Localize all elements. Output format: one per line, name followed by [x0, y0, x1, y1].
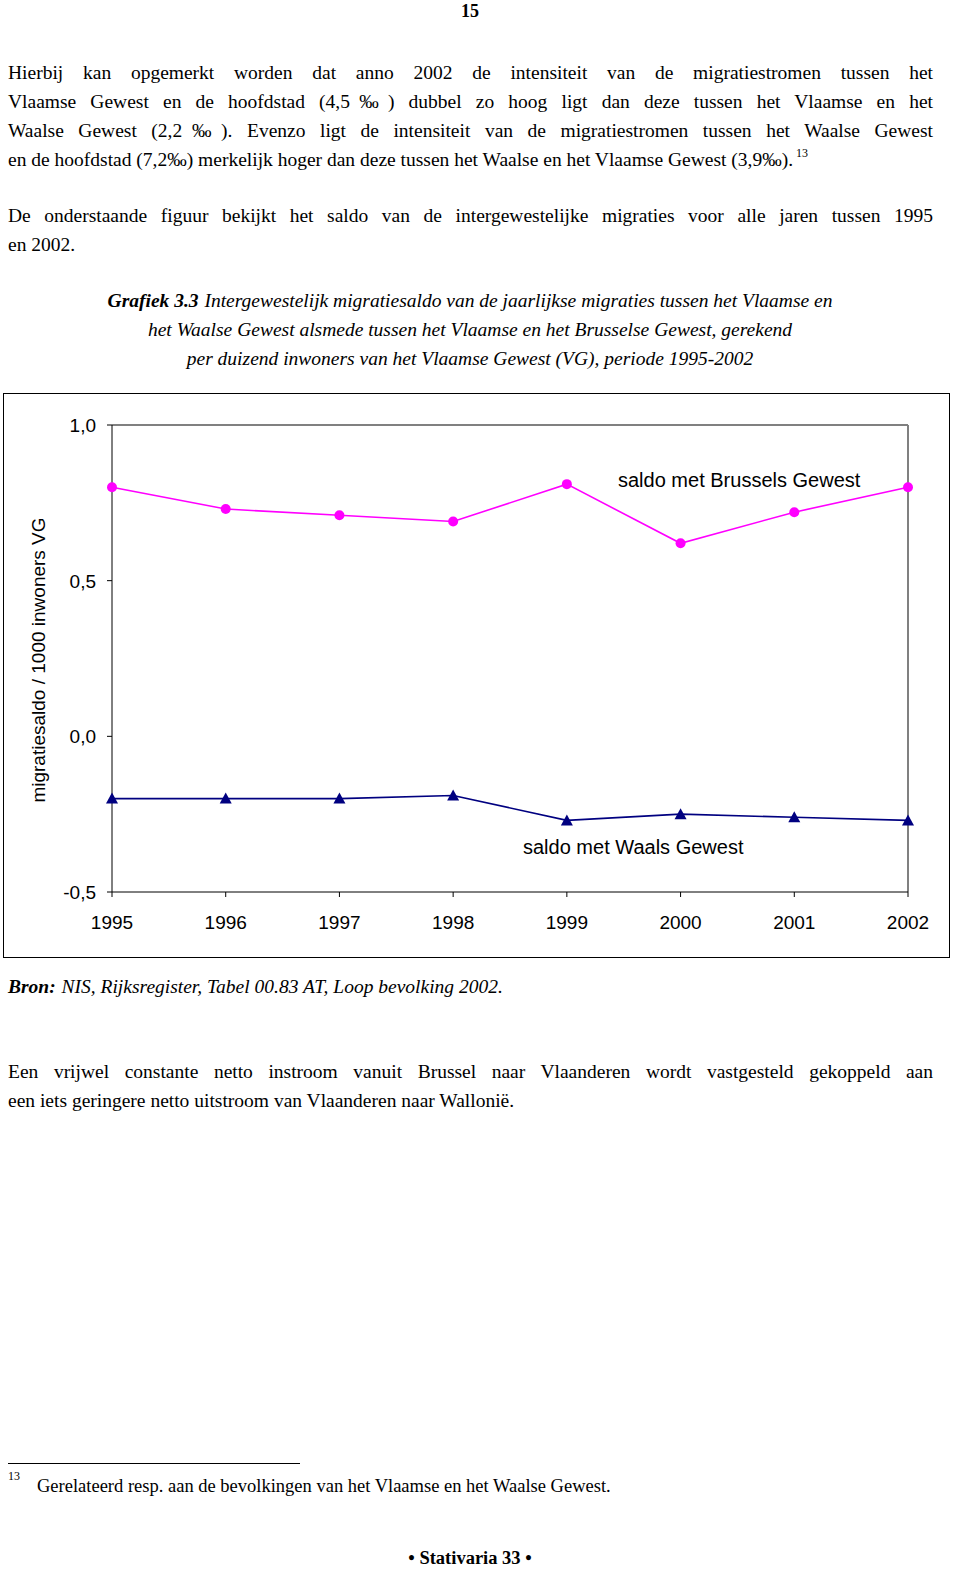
- x-tick-label: 2000: [659, 912, 701, 933]
- marker: [788, 811, 800, 822]
- marker: [106, 793, 118, 804]
- caption-line: Grafiek 3.3Intergewestelijk migratiesald…: [0, 286, 940, 315]
- source: Bron: NIS, Rijksregister, Tabel 00.83 AT,…: [8, 972, 503, 1001]
- marker: [333, 793, 345, 804]
- y-axis-label: migratiesaldo / 1000 inwoners VG: [28, 517, 49, 802]
- footnote-text: Gerelateerd resp. aan de bevolkingen van…: [37, 1474, 611, 1498]
- paragraph-line: Hierbij kan opgemerkt worden dat anno 20…: [8, 58, 933, 87]
- x-tick-label: 1996: [205, 912, 247, 933]
- x-tick-label: 1999: [546, 912, 588, 933]
- plot-frame-top: [112, 424, 908, 426]
- paragraph-line: Waalse Gewest (2,2‰). Evenzo ligt de int…: [8, 116, 933, 145]
- paragraph-line: Vlaamse Gewest en de hoofdstad (4,5‰) du…: [8, 87, 933, 116]
- marker: [334, 510, 344, 520]
- marker: [561, 814, 573, 825]
- footnote-number: 13: [8, 1469, 20, 1483]
- footnote-rule: [8, 1463, 300, 1464]
- x-tick-label: 2002: [887, 912, 929, 933]
- x-tick: [225, 892, 226, 897]
- source-text: NIS, Rijksregister, Tabel 00.83 AT, Loop…: [62, 976, 503, 997]
- y-tick-label: 0,5: [70, 571, 96, 592]
- chart: -0,5 0,0 0,5 1,0 1995 1996 1997 1998 1999 2000 200…: [0, 0, 960, 1580]
- marker: [675, 808, 687, 819]
- series-line: [112, 795, 908, 820]
- page-number: 15: [0, 0, 940, 22]
- x-tick: [453, 892, 454, 897]
- marker: [448, 517, 458, 527]
- caption-text: het Waalse Gewest alsmede tussen het Vla…: [148, 319, 792, 340]
- y-tick: [107, 892, 112, 893]
- y-tick-label: 1,0: [70, 415, 96, 436]
- y-tick: [107, 736, 112, 737]
- x-tick-label: 1995: [91, 912, 133, 933]
- caption-line: per duizend inwoners van het Vlaamse Gew…: [0, 344, 940, 373]
- series-label: saldo met Brussels Gewest: [618, 469, 861, 491]
- x-tick: [339, 892, 340, 897]
- y-tick: [107, 580, 112, 581]
- marker: [789, 507, 799, 517]
- x-tick: [680, 892, 681, 897]
- x-tick-label: 1997: [318, 912, 360, 933]
- x-tick: [908, 892, 909, 897]
- figure-label: Grafiek 3.3: [108, 290, 199, 311]
- marker: [676, 538, 686, 548]
- y-tick-label: -0,5: [63, 882, 96, 903]
- marker: [221, 504, 231, 514]
- x-tick-label: 2001: [773, 912, 815, 933]
- paragraph-line: en de hoofdstad (7,2‰) merkelijk hoger d…: [8, 145, 933, 174]
- paragraph-line: Een vrijwel constante netto instroom van…: [8, 1057, 933, 1086]
- caption-text: Intergewestelijk migratiesaldo van de ja…: [204, 290, 832, 311]
- footer: • Stativaria 33 •: [0, 1546, 940, 1570]
- y-tick: [107, 425, 112, 426]
- paragraph-line: en 2002.: [8, 230, 933, 259]
- chart-border: [4, 394, 950, 958]
- series-line: [112, 484, 908, 543]
- marker: [107, 482, 117, 492]
- marker: [903, 482, 913, 492]
- y-axis: [112, 425, 113, 892]
- page: { "page_number": "15", "paragraphs": [ {…: [0, 0, 960, 1580]
- marker: [902, 814, 914, 825]
- x-tick-label: 1998: [432, 912, 474, 933]
- y-tick-label: 0,0: [70, 726, 96, 747]
- source-label: Bron:: [8, 976, 56, 997]
- footnote-ref: 13: [796, 146, 808, 160]
- paragraph-line: een iets geringere netto uitstroom van V…: [8, 1086, 933, 1115]
- x-tick: [566, 892, 567, 897]
- series-label: saldo met Waals Gewest: [523, 836, 744, 858]
- x-tick: [794, 892, 795, 897]
- plot-marks: [106, 479, 914, 825]
- x-axis: [112, 892, 908, 893]
- caption-line: het Waalse Gewest alsmede tussen het Vla…: [0, 315, 940, 344]
- marker: [562, 479, 572, 489]
- caption-text: per duizend inwoners van het Vlaamse Gew…: [187, 348, 754, 369]
- x-tick: [112, 892, 113, 897]
- marker: [220, 793, 232, 804]
- paragraph-line: De onderstaande figuur bekijkt het saldo…: [8, 201, 933, 230]
- marker: [447, 789, 459, 800]
